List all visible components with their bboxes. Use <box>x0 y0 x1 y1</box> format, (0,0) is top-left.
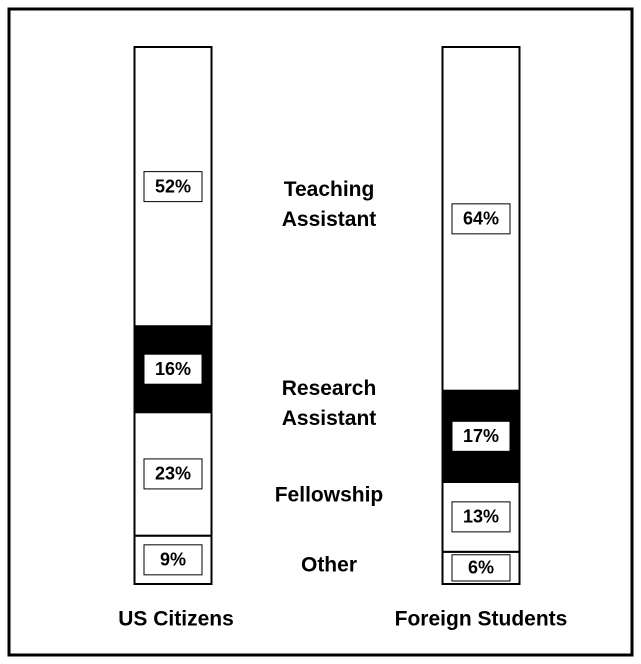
category-label: Foreign Students <box>395 608 568 631</box>
label-box <box>143 544 203 576</box>
value-label: 9% <box>160 550 186 570</box>
label-box <box>451 203 511 235</box>
value-label: 23% <box>155 464 191 484</box>
label-box <box>143 171 203 203</box>
series-label: Other <box>301 554 357 577</box>
value-label: 52% <box>155 176 191 196</box>
series-label: Teaching Assistant <box>282 178 377 231</box>
frame <box>7 7 634 657</box>
label-box <box>143 458 203 490</box>
value-label: 16% <box>155 359 191 379</box>
value-label: 6% <box>468 558 494 578</box>
label-box <box>451 501 511 533</box>
category-label: US Citizens <box>118 608 234 631</box>
label-box <box>143 353 203 385</box>
series-label: Research Assistant <box>282 377 377 430</box>
series-label: Fellowship <box>275 484 384 507</box>
value-label: 13% <box>463 507 499 527</box>
label-box <box>451 554 511 582</box>
value-label: 64% <box>463 209 499 229</box>
value-label: 17% <box>463 426 499 446</box>
label-box <box>451 420 511 452</box>
